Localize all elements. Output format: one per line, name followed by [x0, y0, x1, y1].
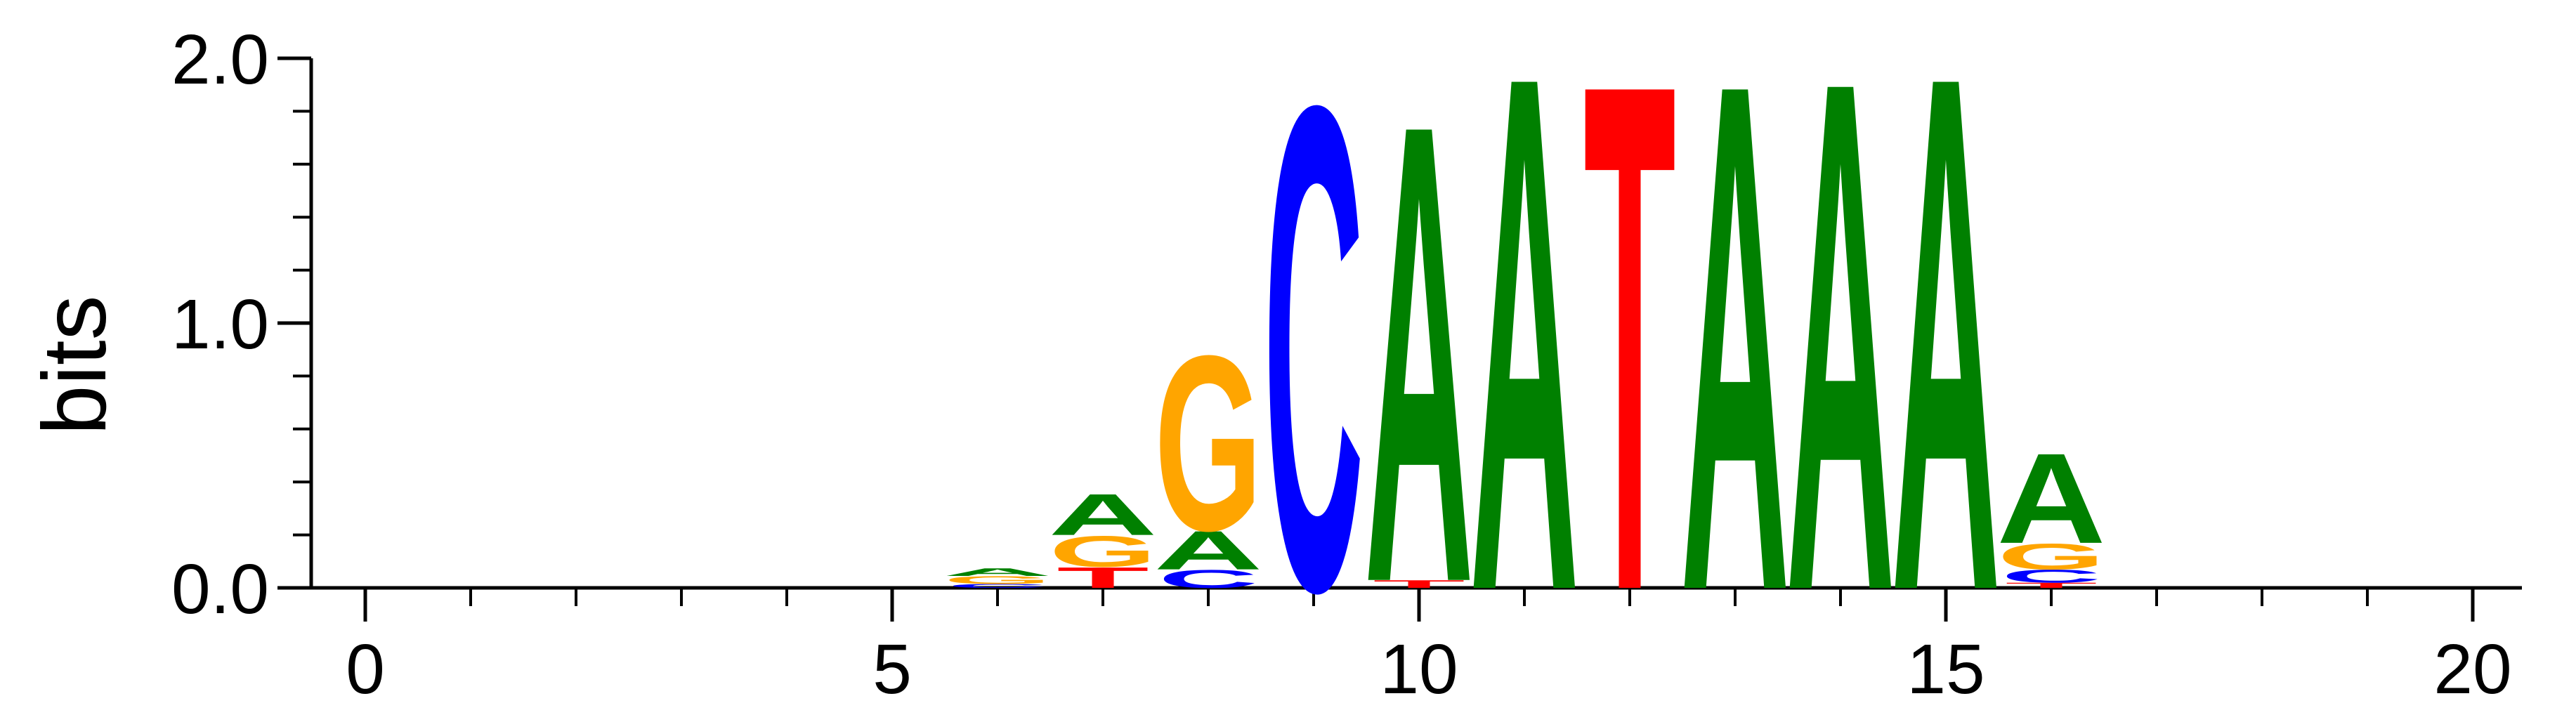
x-tick-label: 0 [346, 630, 385, 709]
y-axis-title: bits [25, 295, 125, 435]
logo-letter-C: C [2001, 566, 2101, 586]
logo-letter-A-glyph: A [1470, 0, 1578, 722]
logo-letter-A-glyph: A [943, 566, 1052, 579]
logo-letter-T-glyph: T [1583, 0, 1675, 722]
logo-letter-A: A [1153, 520, 1262, 582]
logo-letter-C-glyph: C [2001, 566, 2101, 586]
logo-letter-A-glyph: A [1786, 0, 1895, 722]
axes: 0.0 1.0 2.0 0 5 10 15 20 [171, 20, 2522, 709]
x-tick-label: 20 [2433, 630, 2511, 709]
logo-letter-A: A [943, 566, 1052, 579]
logo-letter-T: T [1583, 0, 1675, 722]
y-tick-label: 1.0 [171, 285, 269, 364]
logo-letter-A-glyph: A [1048, 482, 1157, 548]
logo-letter-A: A [1996, 427, 2105, 570]
logo-letter-C-glyph: C [948, 583, 1047, 589]
x-tick-label: 5 [872, 630, 912, 709]
logo-letter-C: C [1264, 0, 1364, 722]
logo-letter-T-glyph: T [1373, 578, 1465, 591]
logo-letter-C: C [948, 583, 1047, 589]
logo-letter-A: A [1891, 0, 2000, 722]
logo-letter-G: G [1049, 527, 1156, 577]
x-tick-label: 15 [1907, 630, 1985, 709]
logo-letter-G-glyph: G [1154, 303, 1262, 582]
logo-letter-A-glyph: A [1364, 0, 1473, 719]
logo-letter-T-glyph: T [2005, 582, 2097, 590]
y-tick-label: 0.0 [171, 550, 269, 629]
logo-letter-A: A [1786, 0, 1895, 722]
logo-letter-A: A [1680, 0, 1789, 722]
logo-letter-C-glyph: C [1264, 0, 1364, 722]
y-tick-label: 2.0 [171, 20, 269, 99]
logo-letter-G-glyph: G [1997, 536, 2105, 577]
logo-letter-A-glyph: A [1996, 427, 2105, 570]
x-tick-label: 10 [1380, 630, 1458, 709]
logo-letter-A-glyph: A [1680, 0, 1789, 722]
logo-letter-G-glyph: G [1049, 527, 1156, 577]
logo-letter-C-glyph: C [1158, 565, 1258, 593]
logo-letter-T: T [1057, 561, 1149, 594]
logo-letter-A: A [1364, 0, 1473, 719]
logo-letter-G-glyph: G [943, 574, 1051, 586]
logo-letter-A-glyph: A [1891, 0, 2000, 722]
logo-letter-G: G [943, 574, 1051, 586]
logo-letter-T-glyph: T [1057, 561, 1149, 594]
logo-letter-C: C [1158, 565, 1258, 593]
logo-letter-T: T [1373, 578, 1465, 591]
logo-letter-A: A [1470, 0, 1578, 722]
logo-letter-G: G [1154, 303, 1262, 582]
logo-letter-T: T [2005, 582, 2097, 590]
logo-letter-A-glyph: A [1153, 520, 1262, 582]
logo-letter-A: A [1048, 482, 1157, 548]
logo-letter-G: G [1997, 536, 2105, 577]
